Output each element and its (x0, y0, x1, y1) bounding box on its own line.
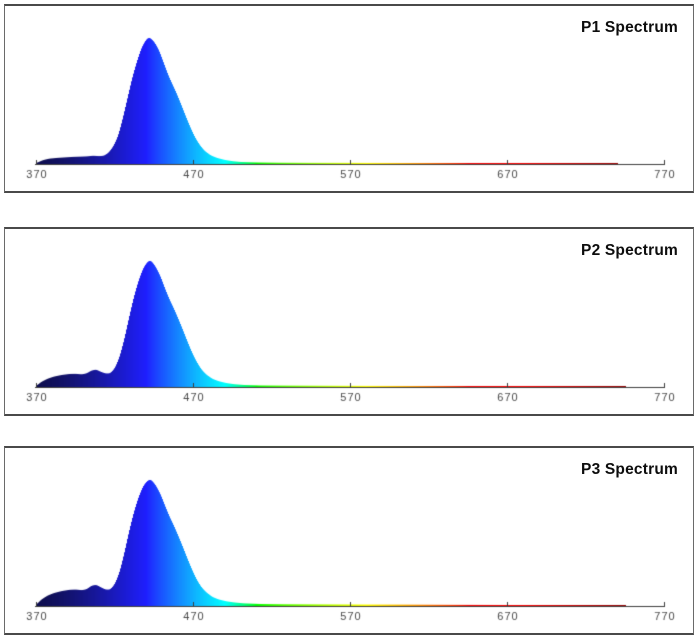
chart-title-p1: P1 Spectrum (581, 19, 678, 36)
chart-panel-p1: P1 Spectrum (4, 4, 694, 193)
p3-spectrum-plot-area (5, 448, 693, 633)
chart-panel-p3: P3 Spectrum (4, 446, 694, 635)
p1-spectrum-plot-area (5, 6, 693, 191)
p2-spectrum-plot-area (5, 229, 693, 414)
chart-title-p3: P3 Spectrum (581, 461, 678, 478)
chart-title-p2: P2 Spectrum (581, 242, 678, 259)
chart-panel-p2: P2 Spectrum (4, 227, 694, 416)
